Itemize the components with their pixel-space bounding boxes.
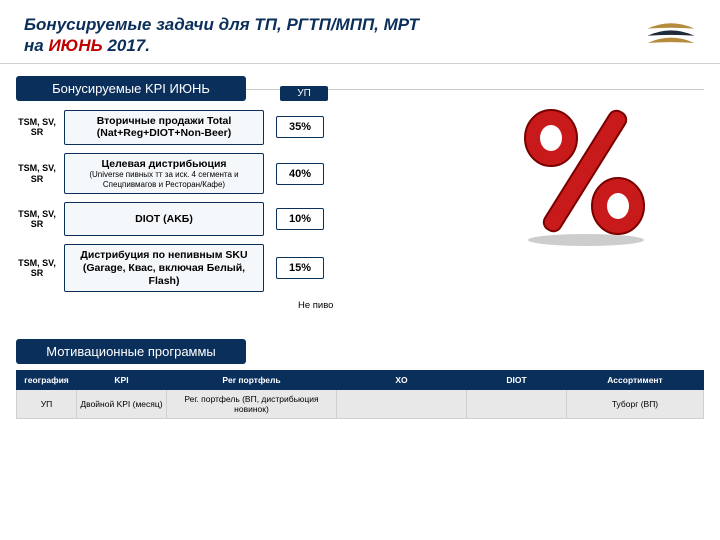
kpi-row-role: TSM, SV, SR: [16, 163, 58, 184]
kpi-percent: 10%: [276, 208, 324, 230]
page-title: Бонусируемые задачи для ТП, РГТП/МПП, МР…: [0, 0, 720, 64]
motivation-table: география KPI Per портфель XO DIOT Ассор…: [16, 370, 704, 419]
kpi-footnote: Не пиво: [298, 300, 720, 311]
col-diot: DIOT: [467, 371, 567, 390]
cell-assort: Туборг (ВП): [567, 390, 704, 419]
cell-kpi: Двойной KPI (месяц): [77, 390, 167, 419]
table-header-row: география KPI Per портфель XO DIOT Ассор…: [17, 371, 704, 390]
col-xo: XO: [337, 371, 467, 390]
kpi-box: DIOT (AKБ): [64, 202, 264, 236]
kpi-title: Дистрибуция по непивным SKU (Garage, Ква…: [69, 249, 259, 287]
cell-geo: УП: [17, 390, 77, 419]
title-month: ИЮНЬ: [48, 36, 102, 55]
kpi-column-label: УП: [280, 86, 328, 101]
percent-icon: [506, 98, 666, 248]
cell-diot: [467, 390, 567, 419]
kpi-percent: 35%: [276, 116, 324, 138]
brand-logo: [644, 16, 698, 52]
kpi-box: Целевая дистрибьюция (Universe пивных тт…: [64, 153, 264, 195]
col-assort: Ассортимент: [567, 371, 704, 390]
kpi-box: Дистрибуция по непивным SKU (Garage, Ква…: [64, 244, 264, 292]
kpi-title: Вторичные продажи Total (Nat+Reg+DIOT+No…: [69, 115, 259, 140]
col-geo: география: [17, 371, 77, 390]
title-line1: Бонусируемые задачи для ТП, РГТП/МПП, МР…: [24, 15, 419, 34]
col-kpi: KPI: [77, 371, 167, 390]
cell-xo: [337, 390, 467, 419]
kpi-box: Вторичные продажи Total (Nat+Reg+DIOT+No…: [64, 110, 264, 145]
kpi-percent: 15%: [276, 257, 324, 279]
kpi-percent: 40%: [276, 163, 324, 185]
cell-per: Рег. портфель (ВП, дистрибьюция новинок): [167, 390, 337, 419]
kpi-subtitle: (Universe пивных тт за иск. 4 сегмента и…: [69, 170, 259, 189]
kpi-section-header: Бонусируемые KPI ИЮНЬ: [16, 76, 246, 101]
kpi-row-role: TSM, SV, SR: [16, 258, 58, 279]
title-year: 2017.: [103, 36, 150, 55]
kpi-row-role: TSM, SV, SR: [16, 209, 58, 230]
title-prefix: на: [24, 36, 48, 55]
motivation-section-header: Мотивационные программы: [16, 339, 246, 364]
kpi-title: Целевая дистрибьюция: [69, 158, 259, 171]
kpi-row: TSM, SV, SR Дистрибуция по непивным SKU …: [16, 244, 720, 292]
kpi-title: DIOT (AKБ): [69, 213, 259, 226]
col-per: Per портфель: [167, 371, 337, 390]
kpi-row-role: TSM, SV, SR: [16, 117, 58, 138]
table-row: УП Двойной KPI (месяц) Рег. портфель (ВП…: [17, 390, 704, 419]
